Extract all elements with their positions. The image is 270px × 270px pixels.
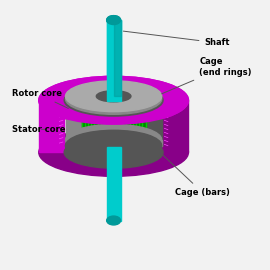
Polygon shape	[66, 96, 162, 102]
Polygon shape	[114, 20, 121, 96]
Ellipse shape	[66, 130, 162, 161]
Ellipse shape	[64, 85, 163, 116]
Ellipse shape	[66, 130, 162, 161]
Ellipse shape	[102, 92, 126, 103]
Ellipse shape	[39, 76, 188, 124]
Ellipse shape	[64, 137, 163, 168]
Ellipse shape	[107, 216, 121, 225]
Polygon shape	[107, 20, 121, 100]
Text: Cage
(end rings): Cage (end rings)	[162, 57, 252, 94]
Ellipse shape	[64, 85, 163, 116]
Ellipse shape	[107, 16, 121, 25]
Ellipse shape	[82, 90, 146, 110]
Text: Stator core: Stator core	[12, 125, 66, 134]
Text: Shaft: Shaft	[123, 31, 230, 47]
Ellipse shape	[82, 137, 146, 157]
Ellipse shape	[39, 76, 188, 124]
Ellipse shape	[66, 124, 162, 155]
Ellipse shape	[102, 100, 126, 111]
Ellipse shape	[82, 90, 146, 110]
Polygon shape	[107, 20, 121, 101]
Ellipse shape	[66, 81, 162, 112]
Polygon shape	[107, 147, 121, 221]
Ellipse shape	[107, 16, 121, 25]
Ellipse shape	[94, 93, 133, 105]
Ellipse shape	[94, 93, 133, 105]
Ellipse shape	[66, 81, 162, 112]
Ellipse shape	[66, 83, 162, 114]
Text: Rotor core: Rotor core	[12, 89, 68, 109]
Ellipse shape	[66, 87, 162, 117]
Polygon shape	[66, 99, 94, 146]
Polygon shape	[66, 140, 162, 146]
Ellipse shape	[96, 91, 131, 102]
Polygon shape	[82, 100, 146, 147]
Polygon shape	[163, 100, 188, 152]
Text: Cage (bars): Cage (bars)	[145, 138, 230, 197]
Polygon shape	[102, 97, 126, 106]
Polygon shape	[39, 100, 64, 152]
Ellipse shape	[39, 129, 188, 176]
Polygon shape	[133, 99, 162, 146]
Ellipse shape	[96, 91, 131, 102]
Ellipse shape	[66, 83, 162, 114]
